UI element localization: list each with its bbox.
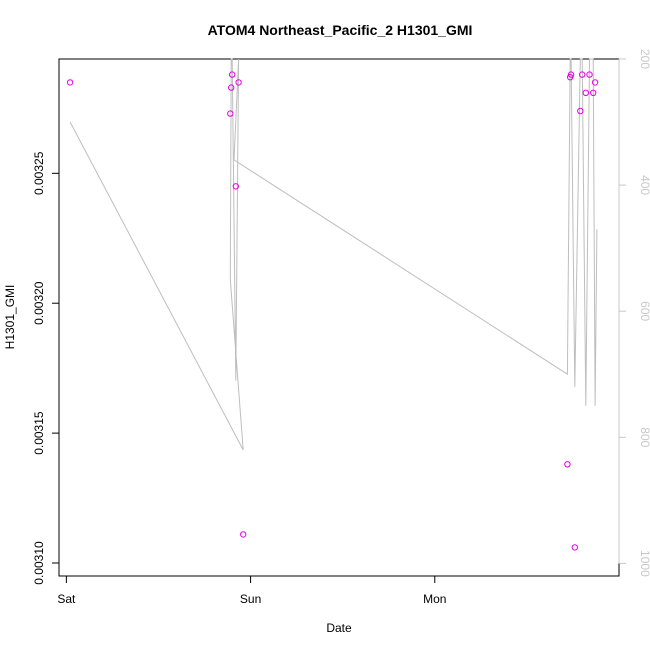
pressure-line-layer xyxy=(69,58,598,451)
data-point xyxy=(591,79,599,86)
data-point xyxy=(228,84,235,91)
data-point xyxy=(235,79,242,86)
data-point xyxy=(590,89,597,97)
right-tick-label: 200 xyxy=(638,49,650,69)
data-point xyxy=(579,71,586,78)
data-point xyxy=(229,71,236,78)
data-point xyxy=(564,461,571,468)
pressure-line xyxy=(69,58,598,451)
chart-title: ATOM4 Northeast_Pacific_2 H1301_GMI xyxy=(208,22,473,38)
x-tick-label: Mon xyxy=(423,592,446,606)
x-tick-label: Sun xyxy=(240,592,261,606)
points-layer xyxy=(66,71,599,551)
right-tick-label: 1000 xyxy=(638,550,650,577)
data-point xyxy=(232,183,240,190)
right-axis: 200 400 600 800 1000 xyxy=(618,49,650,577)
data-point xyxy=(227,110,234,117)
right-tick-label: 400 xyxy=(638,175,650,195)
data-point xyxy=(582,89,589,97)
right-tick-label: 600 xyxy=(638,301,650,321)
y-tick-label: 0.00325 xyxy=(32,151,46,195)
y-tick-label: 0.00315 xyxy=(32,411,46,455)
x-axis-label: Date xyxy=(326,621,352,635)
right-tick-label: 800 xyxy=(638,427,650,447)
x-tick-label: Sat xyxy=(57,592,76,606)
x-axis: Sat Sun Mon xyxy=(57,575,446,606)
y-tick-label: 0.00320 xyxy=(32,281,46,325)
data-point xyxy=(66,79,74,86)
y-axis-label: H1301_GMI xyxy=(3,285,17,350)
data-point xyxy=(571,544,578,551)
data-point xyxy=(586,71,593,78)
data-point xyxy=(240,531,247,538)
y-tick-label: 0.00310 xyxy=(32,541,46,585)
y-axis: 0.00310 0.00315 0.00320 0.00325 xyxy=(32,151,60,585)
data-point xyxy=(567,71,575,78)
plot-frame xyxy=(58,58,620,577)
data-point xyxy=(577,107,584,115)
